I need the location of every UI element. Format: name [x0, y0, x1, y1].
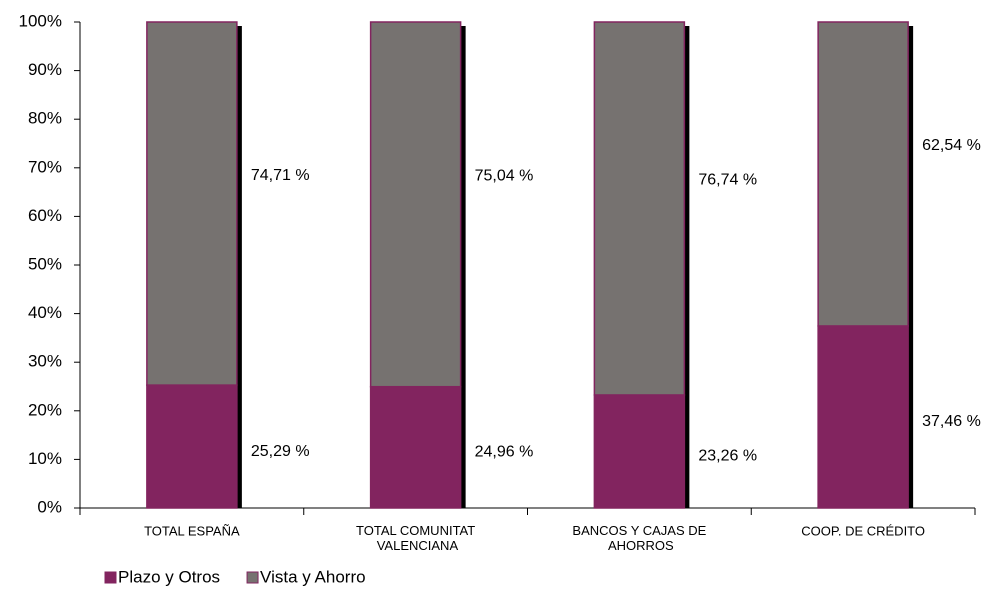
x-tick-label: TOTAL ESPAÑA	[144, 523, 240, 538]
y-tick-label: 20%	[28, 400, 62, 419]
bar-segment	[593, 21, 686, 396]
bar-shadow	[908, 26, 914, 508]
bar-segment	[146, 384, 238, 509]
legend-label: Plazo y Otros	[118, 567, 220, 586]
y-tick-label: 40%	[28, 303, 62, 322]
value-label: 23,26 %	[698, 448, 757, 465]
x-tick-label: COOP. DE CRÉDITO	[801, 523, 925, 538]
y-tick-label: 60%	[28, 206, 62, 225]
bar-shadow	[460, 26, 466, 508]
bar-segment	[817, 21, 909, 327]
y-tick-label: 90%	[28, 60, 62, 79]
bar-segment	[817, 325, 909, 509]
y-tick-label: 100%	[19, 11, 62, 30]
value-label: 74,71 %	[251, 167, 310, 184]
value-label: 25,29 %	[251, 443, 310, 460]
value-label: 76,74 %	[698, 172, 757, 189]
legend-swatch	[246, 571, 259, 584]
bar-shadow	[684, 26, 690, 508]
bar-segment	[146, 21, 238, 386]
y-tick-label: 70%	[28, 157, 62, 176]
y-tick-label: 30%	[28, 352, 62, 371]
bar-segment	[593, 394, 686, 509]
value-label: 62,54 %	[922, 137, 981, 154]
value-label: 24,96 %	[475, 444, 534, 461]
y-tick-label: 50%	[28, 254, 62, 273]
y-tick-label: 0%	[37, 497, 62, 516]
y-tick-label: 80%	[28, 109, 62, 128]
legend-label: Vista y Ahorro	[260, 567, 366, 586]
legend-swatch	[104, 571, 117, 584]
value-label: 37,46 %	[922, 413, 981, 430]
y-tick-label: 10%	[28, 449, 62, 468]
x-tick-label: BANCOS Y CAJAS DE AHORROS	[572, 523, 706, 553]
x-tick-label: TOTAL COMUNITAT VALENCIANA	[356, 523, 475, 553]
bar-shadow	[236, 26, 242, 508]
value-label: 75,04 %	[475, 168, 534, 185]
bar-segment	[369, 385, 462, 509]
bar-segment	[369, 21, 462, 388]
